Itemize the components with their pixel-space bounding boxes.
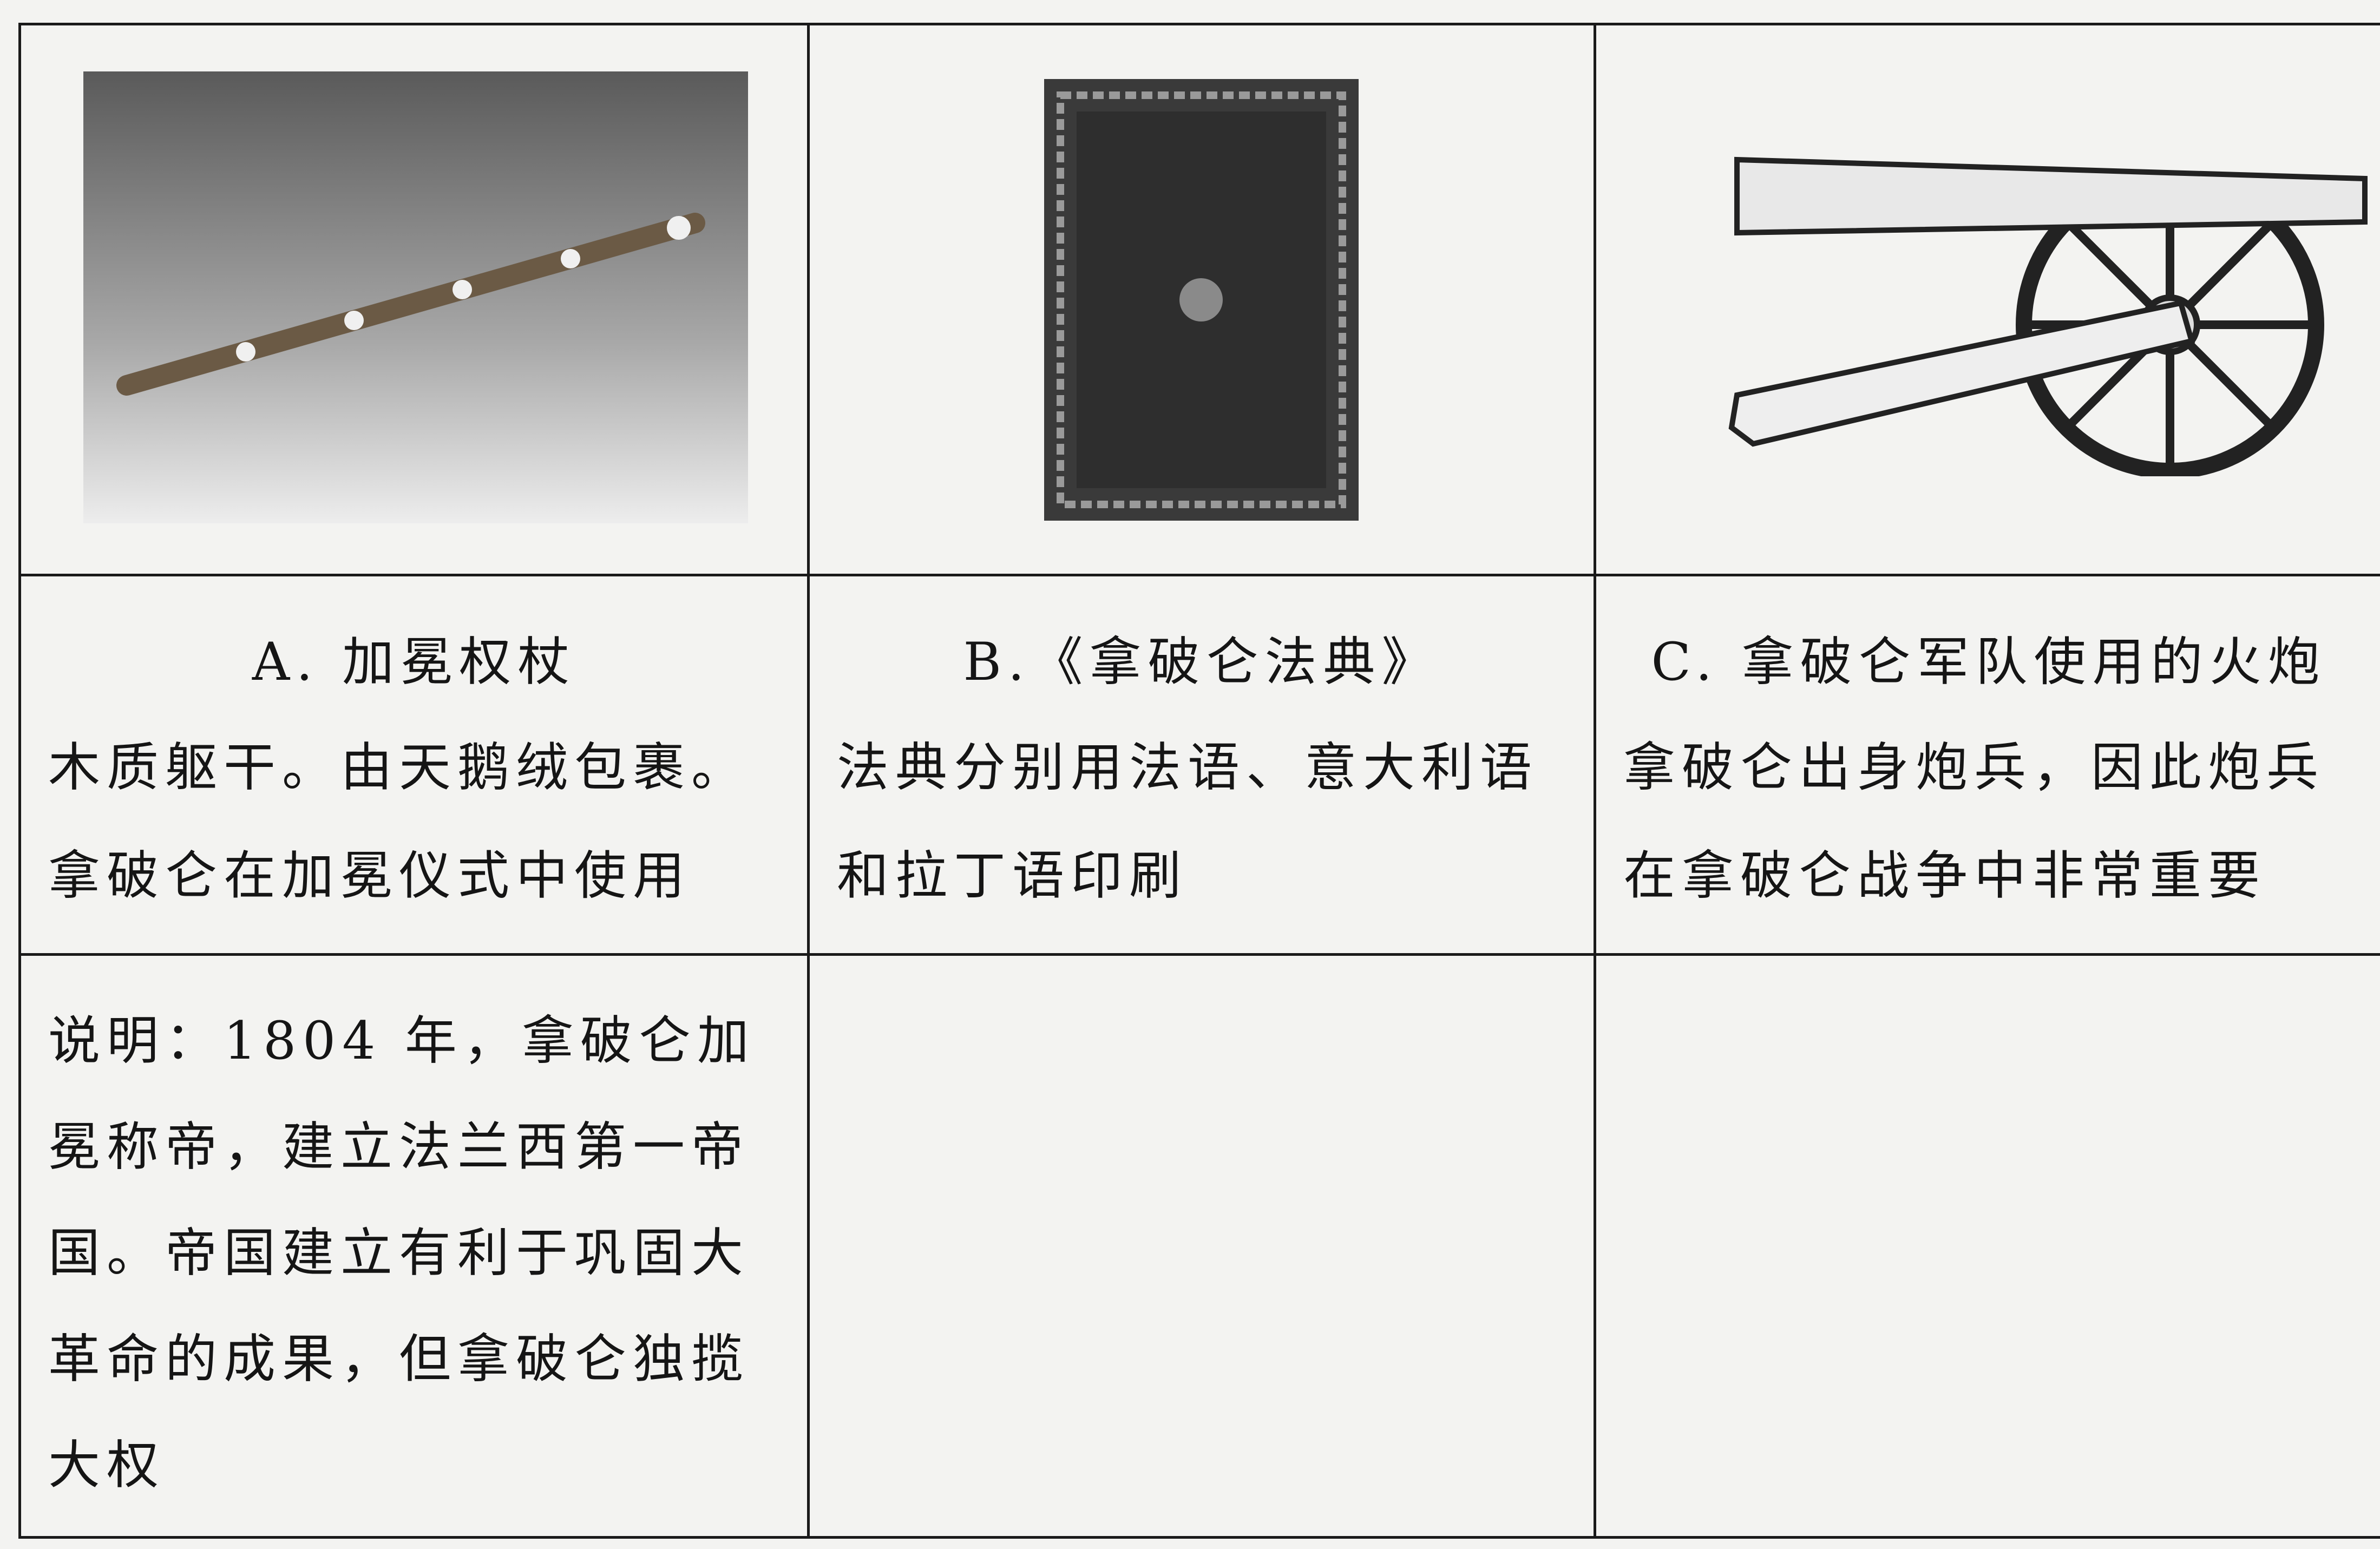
item-label: B.《拿破仑法典》 [963, 632, 1440, 692]
cannon-image [1728, 156, 2368, 476]
item-description: 木质躯干。由天鹅绒包裹。 [48, 737, 750, 798]
item-description: 和拉丁语印刷 [837, 845, 1188, 906]
note-line: 革命的成果，但拿破仑独揽 [48, 1329, 750, 1389]
note-line: 冕称帝，建立法兰西第一帝 [48, 1117, 750, 1177]
item-description: 拿破仑出身炮兵，因此炮兵 [1623, 737, 2325, 798]
scepter-image [83, 71, 748, 523]
note-line: 国。帝国建立有利于巩固大 [48, 1223, 750, 1283]
item-label: C. 拿破仑军队使用的火炮 [1651, 632, 2326, 692]
note-line: 说明：1804 年，拿破仑加 [48, 1010, 756, 1071]
item-label: A. 加冕权杖 [252, 632, 576, 692]
item-description: 拿破仑在加冕仪式中使用 [48, 845, 691, 906]
table-cell [807, 953, 1596, 1539]
code-book-image [1044, 79, 1359, 521]
note-line: 大权 [48, 1435, 165, 1495]
item-description: 法典分别用法语、意大利语 [837, 737, 1538, 798]
item-description: 在拿破仑战争中非常重要 [1623, 845, 2266, 906]
table-cell [1594, 953, 2380, 1539]
